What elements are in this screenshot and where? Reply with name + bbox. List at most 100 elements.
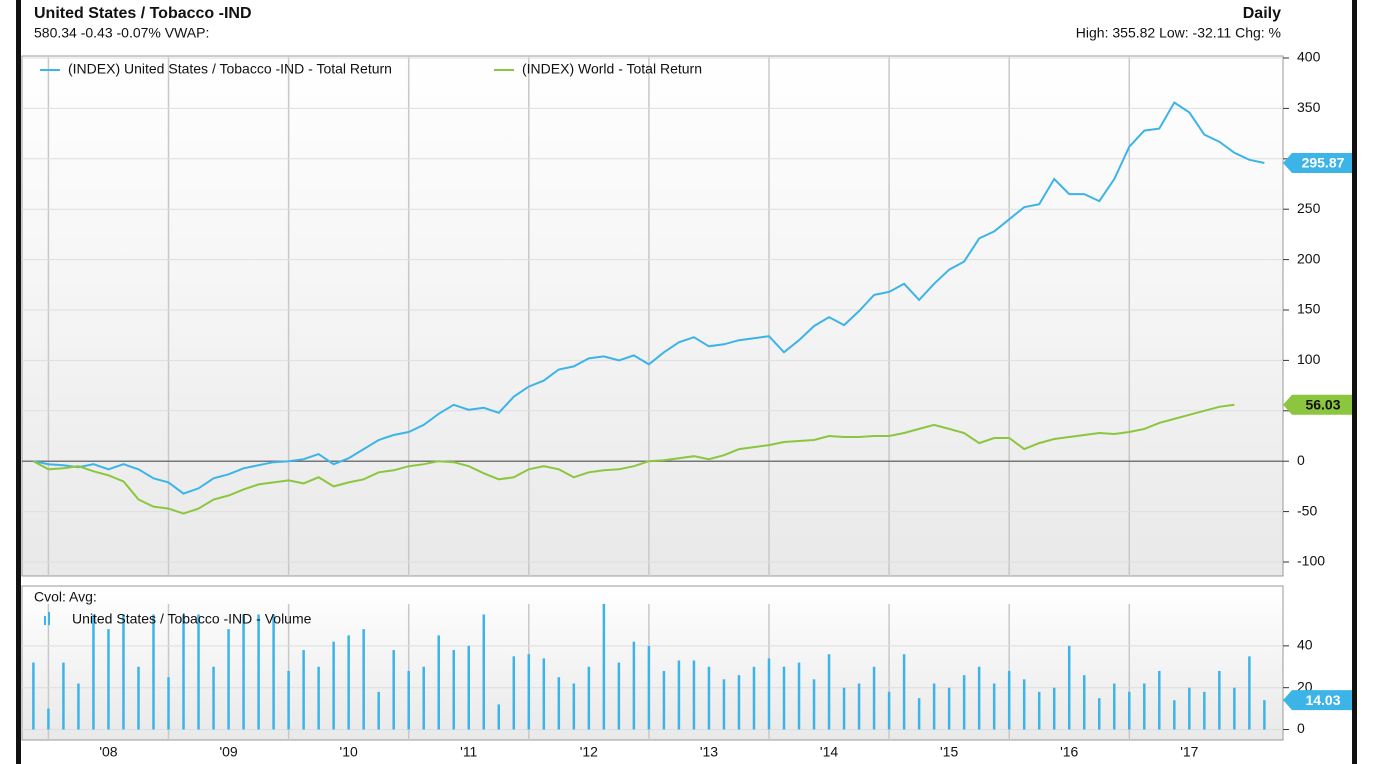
last-value-label: 56.03 (1305, 396, 1340, 412)
volume-bar (107, 629, 110, 730)
series-line (32, 403, 1235, 515)
volume-bar (1158, 670, 1161, 730)
volume-bar (272, 614, 275, 730)
axes: '08'09'10'11'12'13'14'15'16'17-100-50050… (40, 49, 1352, 760)
volume-bar (887, 691, 891, 730)
volume-bar (947, 687, 951, 730)
volume-bar (437, 635, 440, 730)
volume-plot (22, 604, 1283, 740)
x-tick-label: '10 (340, 744, 358, 760)
volume-bar (752, 666, 756, 730)
volume-bar (872, 666, 876, 730)
volume-bar (1067, 645, 1071, 730)
volume-bar (407, 670, 410, 730)
period: Daily (1243, 5, 1281, 22)
volume-bar (362, 629, 365, 730)
stats: High: 355.82 Low: -32.11 Chg: % (1076, 25, 1281, 41)
volume-bar (767, 658, 771, 730)
volume-bar (572, 683, 576, 730)
volume-bar (77, 683, 80, 730)
volume-bar (47, 708, 50, 730)
volume-bar (962, 675, 966, 730)
volume-bar (1218, 670, 1221, 730)
y-tick-label: 200 (1297, 250, 1321, 266)
volume-title: Cvol: Avg: (34, 589, 97, 605)
y-tick-label: 40 (1297, 637, 1313, 653)
legend-label: (INDEX) World - Total Return (522, 61, 702, 77)
last-value-tag (1283, 394, 1352, 415)
volume-bar (392, 650, 395, 730)
last-value-label: 14.03 (1305, 692, 1340, 708)
volume-bar (677, 660, 681, 730)
y-tick-label: 400 (1297, 49, 1321, 65)
x-tick-label: '15 (940, 744, 958, 760)
volume-bar (977, 666, 981, 730)
volume-bar (242, 614, 245, 730)
volume-bar (1188, 687, 1191, 730)
volume-bar (32, 662, 35, 730)
x-tick-label: '09 (219, 744, 237, 760)
volume-bar (587, 666, 591, 730)
volume-bar (62, 662, 65, 730)
volume-bar (1098, 698, 1101, 730)
volume-bar (92, 614, 95, 730)
x-tick-label: '12 (580, 744, 598, 760)
price-panel (21, 55, 1284, 577)
volume-bar (1022, 679, 1026, 730)
last-value-label: 295.87 (1302, 155, 1345, 171)
volume-bar (737, 675, 741, 730)
volume-bar (182, 614, 185, 730)
y-tick-label: 150 (1297, 301, 1321, 317)
volume-bar (782, 666, 786, 730)
y-tick-label: -100 (1297, 553, 1325, 569)
volume-bar (302, 650, 305, 730)
volume-panel (21, 585, 1284, 741)
volume-bar (332, 641, 335, 730)
volume-bar (1248, 656, 1251, 730)
volume-bar (842, 687, 846, 730)
y-tick-label: 0 (1297, 452, 1305, 468)
price-plot (22, 56, 1283, 576)
y-tick-label: -50 (1297, 502, 1317, 518)
quote: 580.34 -0.43 -0.07% VWAP: (34, 25, 209, 41)
volume-bar (1143, 683, 1146, 730)
volume-bar (212, 666, 215, 730)
volume-bar (932, 683, 936, 730)
volume-bar (662, 670, 666, 730)
volume-bar (722, 679, 726, 730)
volume-bar (257, 614, 260, 730)
volume-bar (482, 614, 486, 730)
volume-bar (467, 645, 471, 730)
volume-bar (617, 662, 621, 730)
volume-bar (497, 704, 501, 730)
last-value-tag (1283, 690, 1352, 711)
x-tick-label: '16 (1060, 744, 1078, 760)
chart-title: United States / Tobacco -IND (34, 5, 252, 22)
volume-bar (992, 683, 996, 730)
volume-bar (1082, 675, 1086, 730)
volume-bar (1233, 687, 1236, 730)
volume-bar (632, 641, 636, 730)
volume-bar (1203, 691, 1206, 730)
x-tick-label: '13 (700, 744, 718, 760)
volume-bar (317, 666, 320, 730)
volume-bar (422, 666, 425, 730)
volume-bar (857, 683, 861, 730)
x-tick-label: '11 (460, 744, 477, 760)
volume-bar (137, 666, 140, 730)
series-line (33, 101, 1265, 495)
volume-bar (542, 658, 546, 730)
volume-bar (287, 670, 290, 730)
volume-bar (602, 604, 606, 730)
x-tick-label: '17 (1180, 744, 1198, 760)
volume-bar (647, 645, 651, 730)
volume-bar (812, 679, 816, 730)
legend-label: United States / Tobacco -IND - Volume (72, 611, 312, 627)
last-value-tag (1283, 152, 1352, 173)
y-tick-label: 0 (1297, 720, 1305, 736)
volume-bar (1173, 700, 1176, 730)
volume-bar (1128, 691, 1131, 730)
volume-bar (122, 614, 125, 730)
volume-bar (827, 654, 831, 730)
